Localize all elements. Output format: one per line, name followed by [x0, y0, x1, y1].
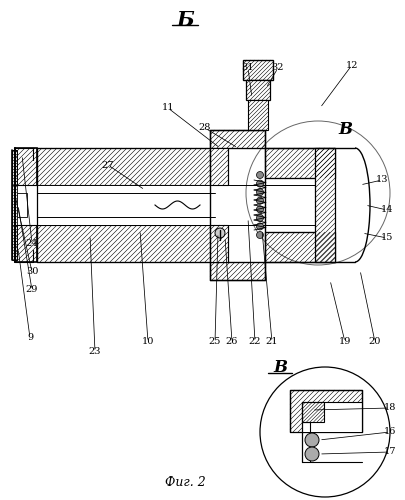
Text: 12: 12: [346, 60, 358, 70]
Circle shape: [256, 197, 264, 204]
Bar: [12, 150, 17, 260]
Bar: [290, 390, 362, 432]
Circle shape: [256, 223, 264, 230]
Bar: [37, 225, 210, 262]
Circle shape: [305, 447, 319, 461]
Text: 19: 19: [339, 338, 351, 346]
Bar: [210, 262, 265, 280]
Bar: [37, 148, 210, 185]
Text: 31: 31: [242, 64, 254, 72]
Text: 30: 30: [26, 268, 38, 276]
Text: 25: 25: [209, 338, 221, 346]
Text: 13: 13: [376, 176, 388, 184]
Bar: [210, 225, 228, 262]
Text: Б: Б: [176, 10, 194, 30]
Text: 29: 29: [26, 286, 38, 294]
Bar: [265, 232, 335, 262]
Circle shape: [256, 180, 264, 187]
Text: 32: 32: [272, 64, 284, 72]
Bar: [12, 185, 17, 225]
Text: 16: 16: [384, 428, 396, 436]
Text: 23: 23: [89, 348, 101, 356]
Circle shape: [305, 433, 319, 447]
Bar: [315, 148, 335, 262]
Text: В: В: [338, 122, 352, 138]
Circle shape: [256, 172, 264, 178]
Text: 24: 24: [26, 238, 38, 248]
Text: Фиг. 2: Фиг. 2: [164, 476, 205, 488]
Bar: [15, 185, 37, 225]
Bar: [210, 148, 228, 185]
Bar: [17, 193, 27, 217]
Bar: [243, 60, 273, 80]
Bar: [15, 148, 37, 262]
Text: 10: 10: [142, 338, 154, 346]
Text: 9: 9: [27, 334, 33, 342]
Bar: [210, 130, 265, 148]
Circle shape: [215, 228, 225, 238]
Circle shape: [256, 206, 264, 213]
Bar: [302, 402, 324, 422]
Text: 22: 22: [249, 338, 261, 346]
Bar: [265, 148, 335, 178]
Text: 27: 27: [102, 160, 114, 170]
Text: 28: 28: [199, 124, 211, 132]
Text: 18: 18: [384, 404, 396, 412]
Text: 20: 20: [369, 338, 381, 346]
Text: 17: 17: [384, 448, 396, 456]
Circle shape: [260, 367, 390, 497]
Text: 11: 11: [162, 104, 174, 112]
Bar: [248, 100, 268, 130]
Circle shape: [256, 214, 264, 222]
Text: В: В: [273, 360, 287, 376]
Circle shape: [256, 232, 264, 238]
Text: 26: 26: [226, 338, 238, 346]
Text: 14: 14: [381, 206, 393, 214]
Circle shape: [256, 188, 264, 196]
Bar: [37, 185, 210, 225]
Text: 15: 15: [381, 234, 393, 242]
Bar: [246, 80, 270, 100]
Text: 21: 21: [266, 338, 278, 346]
Bar: [302, 402, 362, 432]
